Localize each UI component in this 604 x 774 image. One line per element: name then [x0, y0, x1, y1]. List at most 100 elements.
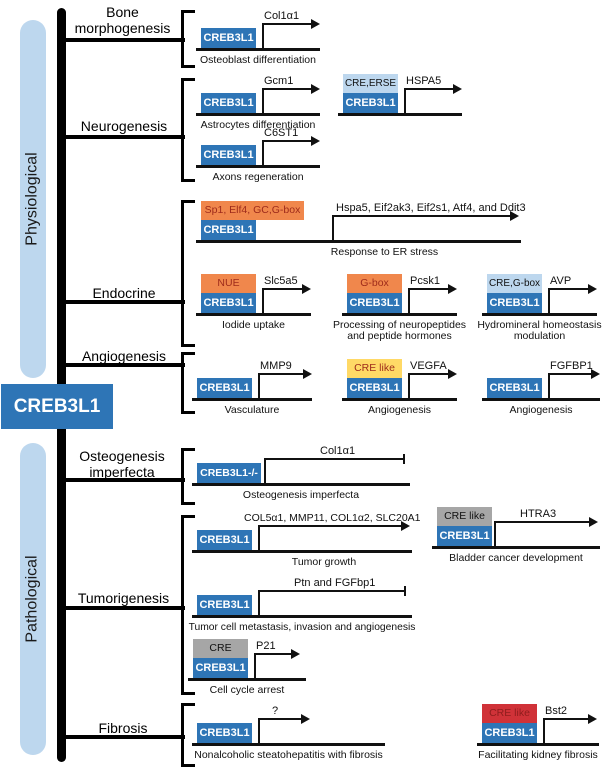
transcription-arrow — [262, 23, 264, 48]
gene-label: Bst2 — [545, 705, 568, 717]
dna-baseline — [482, 398, 600, 401]
dna-baseline — [192, 550, 412, 553]
arrow-line — [408, 284, 457, 294]
branch-tumorigenesis — [61, 606, 185, 610]
arrow-line — [258, 369, 312, 379]
arrowhead-icon — [301, 714, 310, 724]
dna-baseline — [432, 546, 600, 549]
arrow-line — [262, 19, 320, 29]
arrow-line — [262, 284, 311, 294]
arrowhead-icon — [453, 84, 462, 94]
transcription-arrow — [258, 718, 260, 743]
promoter-element: CRE — [193, 639, 248, 658]
creb3l1-box: CREB3L1 — [201, 93, 256, 113]
arrowhead-icon — [291, 649, 300, 659]
gene-label: Gcm1 — [264, 75, 294, 87]
gene-diagram-axons: CREB3L1 C6ST1 Axons regeneration — [196, 125, 320, 183]
bracket-bone — [181, 10, 195, 68]
bracket-fibrosis — [181, 703, 195, 767]
caption: Response to ER stress — [330, 246, 439, 258]
creb3l1-box: CREB3L1 — [197, 595, 252, 615]
arrowhead-icon — [591, 369, 600, 379]
branch-neurogenesis — [61, 135, 185, 139]
arrowhead-icon — [448, 369, 457, 379]
creb3l1-box: CREB3L1 — [197, 723, 252, 743]
creb3l1-box: CREB3L1 — [347, 378, 402, 398]
arrow-line — [258, 714, 310, 724]
gene-label: MMP9 — [260, 360, 292, 372]
gene-diagram-er-stress: Sp1, Elf4, GC,G-box CREB3L1 Hspa5, Eif2a… — [196, 200, 526, 258]
creb3l1-box: CREB3L1 — [201, 145, 256, 165]
category-fibrosis: Fibrosis — [98, 720, 148, 736]
gene-diagram-neuropeptides: G-box CREB3L1 Pcsk1 Processing of neurop… — [333, 273, 466, 341]
gene-label: ? — [272, 705, 279, 717]
transcription-arrow — [404, 88, 406, 113]
transcription-arrow — [258, 373, 260, 398]
bracket-tumorigenesis — [181, 515, 195, 695]
dna-baseline — [192, 743, 385, 746]
creb3l1-knockout-box: CREB3L1-/- — [197, 463, 261, 483]
category-bone-morphogenesis: Bone morphogenesis — [74, 4, 171, 36]
gene-diagram-iodide: NUE CREB3L1 Slc5a5 Iodide uptake — [196, 273, 311, 331]
promoter-element: CRE like — [482, 704, 537, 723]
dna-baseline — [196, 48, 320, 51]
transcription-arrow — [258, 590, 260, 615]
creb3l1-box: CREB3L1 — [197, 378, 252, 398]
bracket-osteogenesis-imperfecta — [181, 448, 195, 505]
gene-label: FGFBP1 — [550, 360, 593, 372]
gene-diagram-metastasis: CREB3L1 Ptn and FGFbp1 Tumor cell metast… — [189, 575, 416, 633]
caption: Tumor cell metastasis, invasion and angi… — [188, 622, 416, 633]
gene-label: Ptn and FGFbp1 — [294, 577, 376, 589]
transcription-arrow — [548, 373, 550, 398]
arrowhead-icon — [311, 84, 320, 94]
arrowhead-icon — [589, 517, 598, 527]
caption: Tumor growth — [291, 556, 357, 568]
creb3l1-box: CREB3L1 — [193, 658, 248, 678]
arrowhead-icon — [303, 369, 312, 379]
promoter-element: Sp1, Elf4, GC,G-box — [201, 201, 304, 220]
gene-label: P21 — [256, 640, 276, 652]
caption: Axons regeneration — [212, 171, 304, 183]
arrowhead-icon — [588, 284, 597, 294]
arrowhead-icon — [510, 211, 519, 221]
arrow-line — [548, 284, 597, 294]
transcription-arrow — [332, 215, 334, 240]
arrow-line — [548, 369, 600, 379]
dna-baseline — [196, 165, 320, 168]
gene-diagram-hspa5: CRE,ERSE CREB3L1 HSPA5 — [338, 73, 462, 131]
gene-diagram-astrocytes: CREB3L1 Gcm1 Astrocytes differentiation — [196, 73, 320, 131]
dna-baseline — [477, 743, 599, 746]
gene-label: COL5α1, MMP11, COL1α2, SLC20A1 — [244, 512, 421, 524]
gene-diagram-osteogenesis-imperfecta: CREB3L1-/- Col1α1 Osteogenesis imperfect… — [192, 443, 410, 501]
inhibition-bar-icon — [403, 586, 406, 596]
caption: Osteoblast differentiation — [200, 54, 316, 66]
gene-diagram-tumor-growth: CREB3L1 COL5α1, MMP11, COL1α2, SLC20A1 T… — [192, 510, 421, 568]
creb3l1-box: CREB3L1 — [201, 220, 256, 240]
caption: Cell cycle arrest — [209, 684, 285, 696]
gene-diagram-osteoblast: CREB3L1 Col1α1 Osteoblast differentiatio… — [196, 8, 320, 66]
transcription-arrow — [254, 653, 256, 678]
transcription-arrow — [408, 373, 410, 398]
gene-label: HSPA5 — [406, 75, 442, 87]
transcription-arrow — [543, 718, 545, 743]
dna-baseline — [188, 678, 306, 681]
arrow-line — [258, 521, 410, 531]
promoter-element: CRE,ERSE — [343, 74, 398, 93]
category-angiogenesis: Angiogenesis — [81, 348, 167, 364]
gene-diagram-nash: CREB3L1 ? Nonalcoholic steatohepatitis w… — [192, 703, 385, 761]
creb3l1-box: CREB3L1 — [347, 293, 402, 313]
category-neurogenesis: Neurogenesis — [80, 118, 168, 134]
promoter-element: CRE,G-box — [487, 274, 542, 293]
arrow-line — [494, 517, 598, 527]
dna-baseline — [482, 313, 597, 316]
transcription-arrow — [262, 288, 264, 313]
caption: Nonalcoholic steatohepatitis with fibros… — [194, 749, 383, 761]
gene-label: VEGFA — [410, 360, 447, 372]
gene-label: AVP — [550, 275, 572, 287]
dna-baseline — [196, 240, 521, 243]
arrow-line — [404, 84, 462, 94]
promoter-element: NUE — [201, 274, 256, 293]
arrowhead-icon — [311, 136, 320, 146]
arrow-line — [543, 714, 597, 724]
